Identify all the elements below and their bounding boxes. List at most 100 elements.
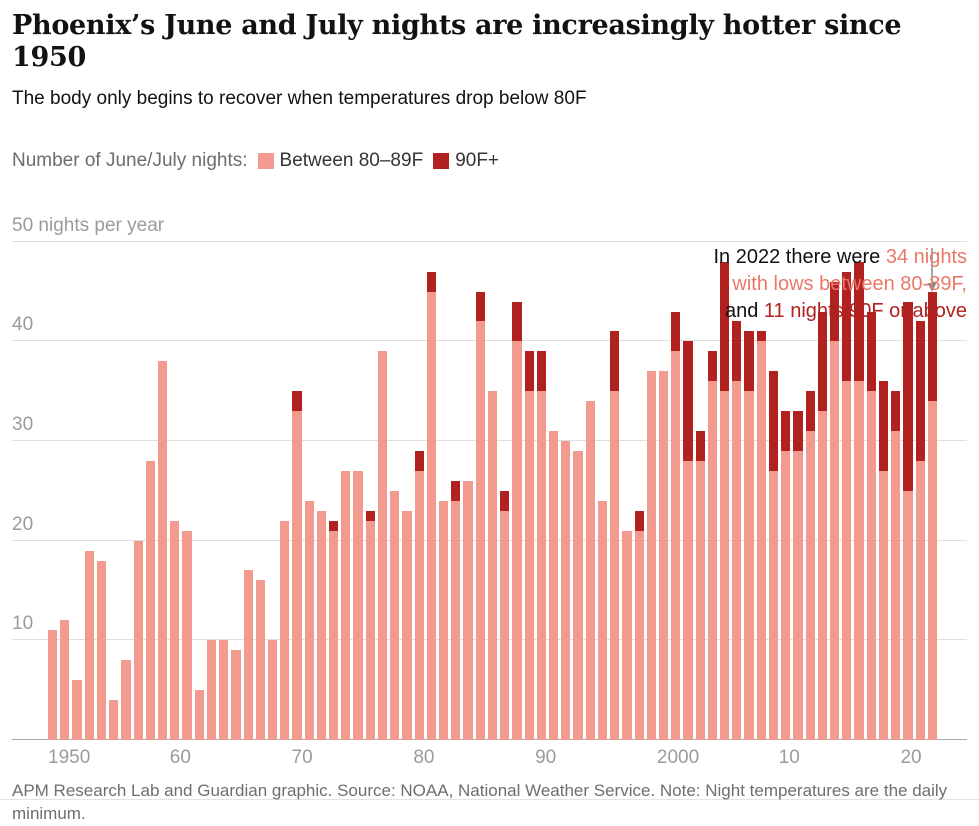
- bar-1998: [634, 242, 644, 740]
- annotation-text-lows-80-89: with lows between 80-89F,: [732, 272, 967, 295]
- bar-1987-segment-80-89f: [500, 510, 510, 740]
- bar-2005-segment-80-89f: [720, 391, 730, 740]
- bar-1981-segment-80-89f: [426, 291, 436, 740]
- bar-1985-segment-80-89f: [475, 321, 485, 740]
- bar-1989: [524, 242, 534, 740]
- bar-2002-segment-90f: [683, 341, 693, 461]
- bar-1969-segment-80-89f: [280, 520, 290, 740]
- chart-subtitle: The body only begins to recover when tem…: [12, 87, 587, 109]
- bar-1952: [72, 242, 82, 740]
- bar-1951: [60, 242, 70, 740]
- bar-1978-segment-80-89f: [390, 490, 400, 740]
- bar-2007-segment-90f: [744, 331, 754, 392]
- bar-1979: [402, 242, 412, 740]
- bar-1964-segment-80-89f: [219, 640, 229, 740]
- annotation-line-2: with lows between 80-89F,: [713, 271, 967, 298]
- bar-1954-segment-80-89f: [96, 560, 107, 740]
- bar-1983-segment-90f: [451, 480, 461, 501]
- bar-1967-segment-80-89f: [255, 580, 265, 740]
- bar-1950-segment-80-89f: [48, 630, 58, 740]
- bar-1962-segment-80-89f: [194, 689, 204, 740]
- bar-1989-segment-90f: [524, 351, 534, 392]
- bar-2009: [768, 242, 779, 740]
- bar-1996-segment-80-89f: [610, 391, 620, 740]
- bar-2009-segment-90f: [768, 371, 779, 471]
- bar-2004-segment-80-89f: [707, 381, 718, 740]
- bar-2010-segment-80-89f: [781, 450, 791, 740]
- annotation-text-intro: In 2022 there were: [713, 245, 886, 268]
- bar-1986: [487, 242, 498, 740]
- bar-1993: [573, 242, 583, 740]
- bar-2019: [891, 242, 901, 740]
- chart-title: Phoenix’s June and July nights are incre…: [12, 10, 902, 74]
- bar-2002-segment-80-89f: [683, 460, 693, 740]
- bar-1996: [610, 242, 620, 740]
- bar-1957: [133, 242, 143, 740]
- bar-1958-segment-80-89f: [145, 460, 155, 740]
- bar-2010-segment-90f: [781, 411, 791, 451]
- legend-item-80-89f: Between 80–89F: [257, 150, 423, 172]
- bar-2009-segment-80-89f: [768, 470, 779, 740]
- bars: [48, 242, 937, 740]
- bar-1974-segment-80-89f: [341, 470, 351, 740]
- bar-1965-segment-80-89f: [231, 650, 241, 740]
- bar-2011: [793, 242, 803, 740]
- x-axis-label-90: 90: [535, 746, 557, 768]
- y-axis-label-40: 40: [12, 314, 34, 336]
- bar-2008-segment-90f: [756, 331, 766, 342]
- bar-2015-segment-80-89f: [842, 381, 852, 740]
- bar-1985: [475, 242, 485, 740]
- bar-2019-segment-90f: [891, 391, 901, 432]
- gridline-50: [12, 240, 967, 242]
- annotation-arrow-icon: [927, 247, 937, 292]
- bar-2003-segment-90f: [695, 431, 705, 461]
- bar-2016: [854, 242, 864, 740]
- bar-1973: [329, 242, 339, 740]
- bar-2002: [683, 242, 693, 740]
- bar-1969: [280, 242, 290, 740]
- legend-label-90f: 90F+: [455, 149, 500, 171]
- bar-2020-segment-80-89f: [903, 490, 913, 740]
- x-axis-label-1950: 1950: [48, 746, 91, 768]
- bar-1957-segment-80-89f: [133, 540, 143, 740]
- x-axis-label-10: 10: [778, 746, 800, 768]
- bar-1960-segment-80-89f: [170, 520, 180, 740]
- bar-1988: [512, 242, 522, 740]
- bar-2014-segment-90f: [830, 281, 840, 342]
- bar-1994-segment-80-89f: [585, 401, 595, 740]
- bar-1954: [96, 242, 107, 740]
- y-axis-label-50: 50 nights per year: [12, 214, 165, 236]
- bar-1970: [292, 242, 302, 740]
- bar-2006-segment-90f: [732, 321, 742, 382]
- bar-1990-segment-90f: [536, 351, 546, 392]
- legend-swatch-80-89f-icon: [257, 152, 274, 169]
- y-axis-label-30: 30: [12, 413, 34, 435]
- bar-2014: [830, 242, 840, 740]
- bar-1986-segment-80-89f: [487, 391, 498, 740]
- bar-1971-segment-80-89f: [304, 500, 314, 740]
- bar-2017: [866, 242, 876, 740]
- x-axis-labels: 1950 60 70 80 90 2000 10 20: [48, 740, 937, 774]
- bar-1953: [84, 242, 94, 740]
- bar-1959: [157, 242, 168, 740]
- bar-1992-segment-80-89f: [561, 440, 571, 740]
- annotation-line-1: In 2022 there were 34 nights: [713, 244, 967, 271]
- bar-1970-segment-90f: [292, 391, 302, 412]
- bar-2010: [781, 242, 791, 740]
- bar-1951-segment-80-89f: [60, 620, 70, 740]
- x-axis-label-70: 70: [291, 746, 313, 768]
- bar-1953-segment-80-89f: [84, 550, 94, 740]
- bar-2021-segment-90f: [915, 321, 925, 461]
- annotation-text-11-nights: 11 nights 90F or above: [763, 299, 967, 322]
- annotation-line-3: and 11 nights 90F or above: [713, 298, 967, 325]
- bar-1975-segment-80-89f: [353, 470, 363, 740]
- bar-2013-segment-90f: [817, 311, 827, 412]
- bar-2011-segment-80-89f: [793, 450, 803, 740]
- bar-2003: [695, 242, 705, 740]
- bar-1977: [377, 242, 388, 740]
- chart: In 2022 there were 34 nights with lows b…: [12, 215, 967, 774]
- bar-1963-segment-80-89f: [206, 640, 217, 740]
- bar-2018-segment-80-89f: [878, 470, 889, 740]
- bar-2008: [756, 242, 766, 740]
- bar-2022-segment-90f: [927, 291, 937, 402]
